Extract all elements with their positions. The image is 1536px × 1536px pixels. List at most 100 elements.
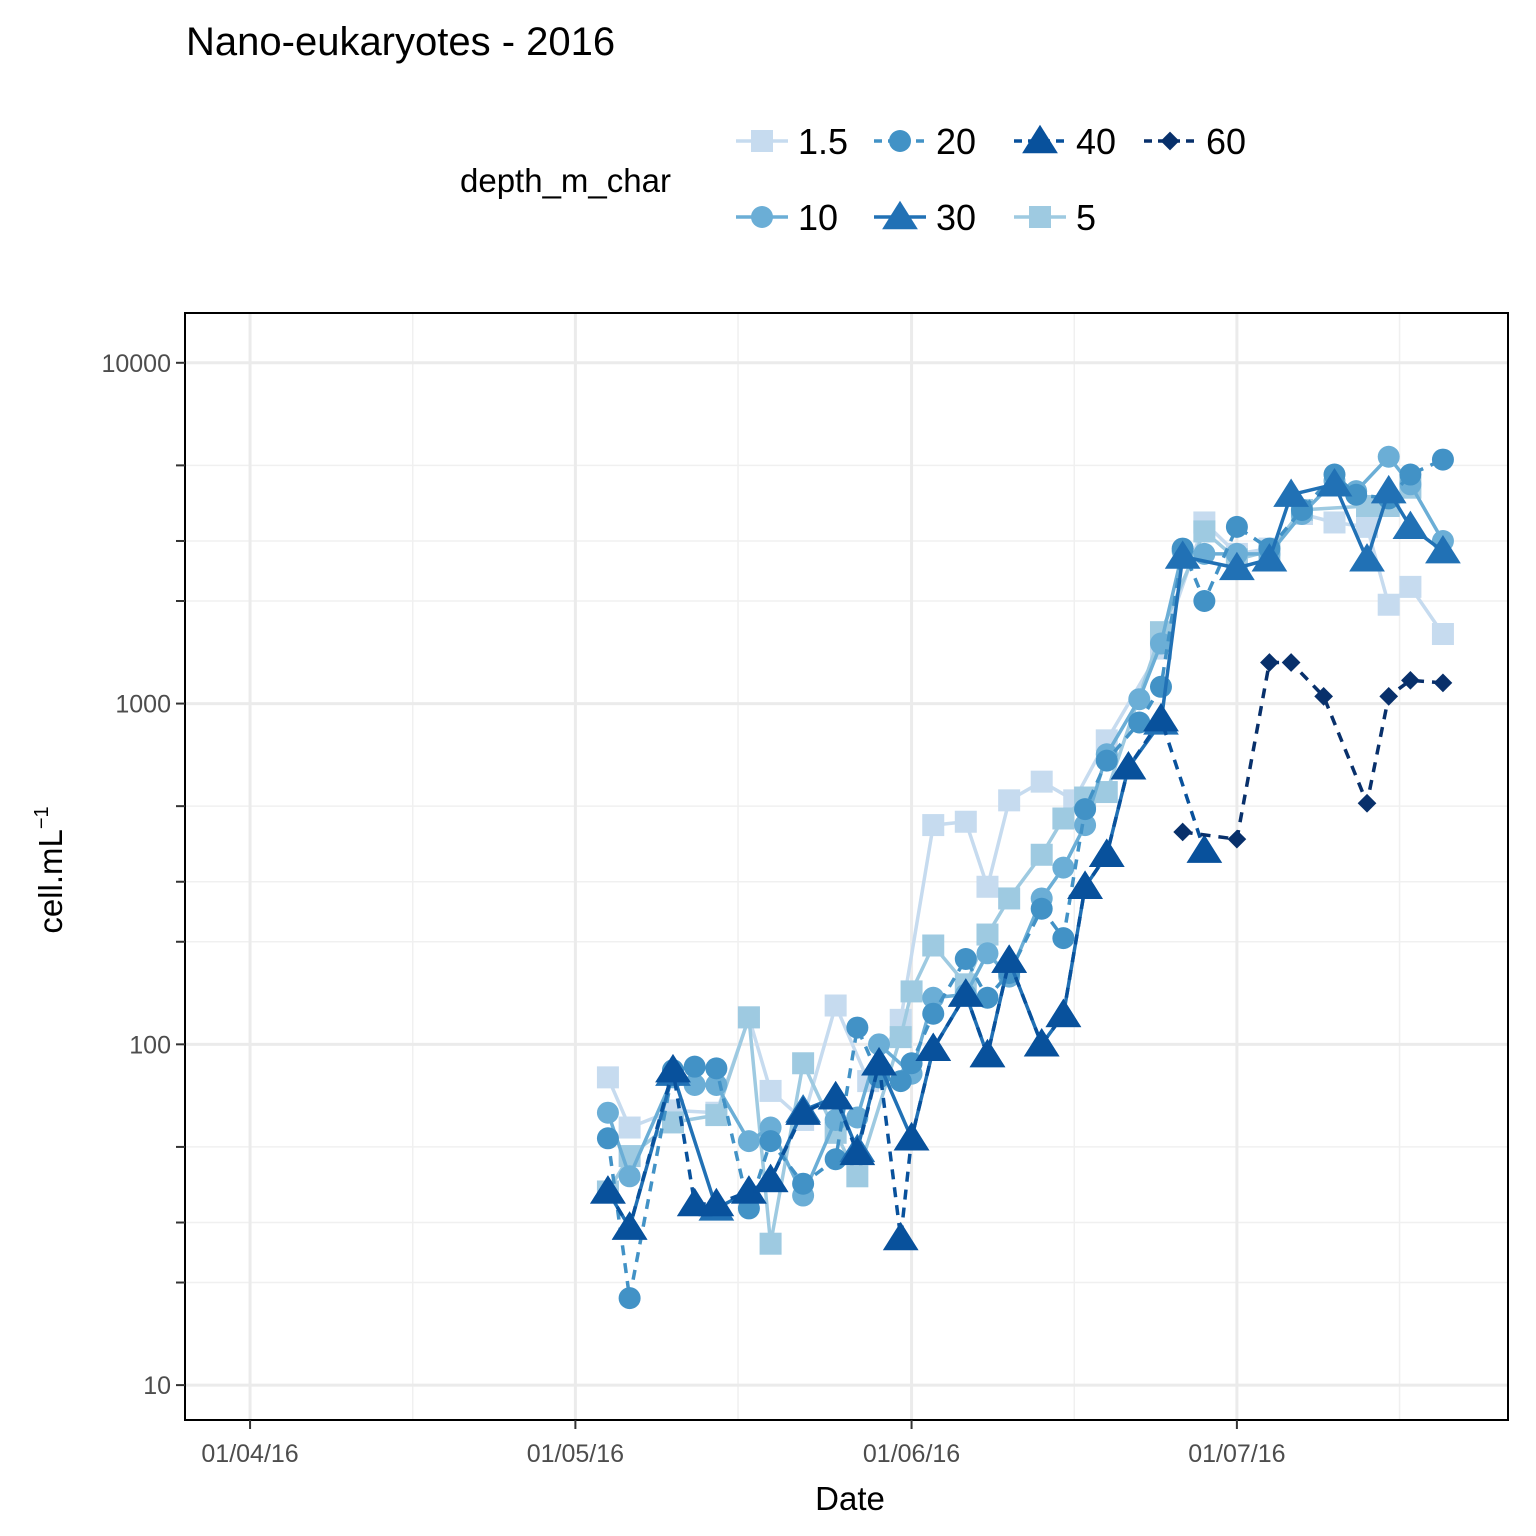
data-point: [698, 1187, 735, 1217]
data-point: [618, 1116, 641, 1139]
data-point: [1260, 653, 1279, 672]
data-point: [1045, 998, 1082, 1028]
legend-label: 1.5: [798, 121, 848, 162]
data-point: [954, 948, 977, 971]
data-point: [1173, 822, 1193, 842]
legend-label: 5: [1076, 197, 1096, 238]
data-point: [1356, 515, 1379, 538]
data-point: [846, 1165, 869, 1188]
data-point: [1379, 686, 1399, 706]
data-point: [1225, 515, 1248, 538]
data-point: [596, 1066, 619, 1089]
data-point: [1067, 870, 1103, 899]
data-point: [969, 1038, 1006, 1068]
series-layer: [590, 445, 1461, 1310]
data-point: [737, 1006, 760, 1029]
data-point: [998, 887, 1021, 910]
data-point: [882, 1221, 919, 1251]
data-point: [1052, 856, 1075, 879]
data-point: [1023, 1028, 1060, 1057]
legend-item: 40: [1014, 121, 1116, 162]
data-point: [893, 1122, 930, 1151]
data-point: [759, 1079, 782, 1102]
legend: depth_m_char 1.5 20 40 60 10 30 5: [460, 121, 1246, 238]
legend-item: 30: [874, 197, 976, 238]
data-point: [759, 1130, 782, 1153]
chart-title: Nano-eukaryotes - 2016: [186, 20, 615, 64]
x-tick-label: 01/06/16: [863, 1440, 960, 1468]
data-point: [785, 1096, 821, 1125]
data-point: [655, 1053, 691, 1083]
data-point: [590, 1175, 626, 1204]
data-point: [1349, 543, 1385, 572]
x-tick-label: 01/07/16: [1188, 1440, 1285, 1468]
data-point: [1193, 520, 1216, 543]
panel-background: [185, 313, 1508, 1420]
data-point: [792, 1172, 815, 1195]
data-point: [868, 1033, 891, 1056]
y-tick-label: 10000: [101, 350, 171, 378]
data-point: [922, 934, 945, 957]
data-point: [1128, 688, 1151, 711]
legend-item: 1.5: [736, 121, 848, 162]
data-point: [1357, 793, 1377, 813]
data-point: [976, 875, 999, 898]
data-point: [922, 814, 945, 837]
data-point: [1095, 781, 1118, 804]
data-point: [596, 1101, 619, 1124]
data-point: [922, 1002, 945, 1025]
data-point: [618, 1287, 641, 1310]
data-point: [1377, 445, 1400, 468]
data-point: [1227, 829, 1247, 849]
data-point: [705, 1104, 728, 1127]
data-point: [1399, 575, 1422, 598]
data-point: [1193, 589, 1216, 612]
data-point: [922, 986, 945, 1009]
data-point: [1273, 478, 1309, 507]
data-point: [1392, 510, 1429, 540]
data-point: [824, 994, 847, 1017]
legend-key-marker: [889, 130, 911, 152]
panel-border: [184, 312, 1509, 1421]
data-point: [1431, 623, 1454, 646]
data-point: [731, 1175, 767, 1204]
data-point: [1345, 483, 1368, 506]
data-point: [759, 1232, 782, 1255]
data-point: [705, 1057, 728, 1080]
axes: 10 100 1000 10000 01/04/16 01/05/16 01/06/16 01…: [101, 350, 1285, 1468]
data-point: [1323, 511, 1346, 534]
data-point: [1186, 834, 1223, 863]
data-point: [1030, 897, 1053, 920]
data-point: [1143, 702, 1179, 732]
data-point: [752, 1163, 789, 1193]
data-point: [861, 1047, 897, 1076]
data-point: [1401, 670, 1420, 690]
data-point: [1088, 838, 1125, 867]
data-point: [1030, 843, 1053, 866]
legend-key-marker: [882, 200, 918, 230]
data-point: [1074, 814, 1097, 837]
data-point: [661, 1111, 684, 1134]
legend-item: 10: [736, 197, 838, 238]
data-point: [1074, 798, 1097, 821]
data-point: [976, 923, 999, 946]
data-point: [1095, 749, 1118, 772]
data-point: [1052, 807, 1075, 830]
legend-label: 20: [936, 121, 976, 162]
y-tick-label: 1000: [115, 691, 171, 719]
series-60: [1173, 653, 1453, 849]
data-point: [1377, 593, 1400, 616]
legend-key-marker: [1022, 124, 1058, 154]
grid: [185, 313, 1508, 1420]
data-point: [792, 1052, 815, 1075]
data-point: [947, 978, 984, 1007]
y-tick-label: 100: [129, 1031, 171, 1059]
legend-title: depth_m_char: [460, 162, 671, 199]
data-point: [846, 1016, 869, 1039]
series-40: [590, 702, 1223, 1251]
data-point: [1399, 463, 1422, 486]
data-point: [1251, 543, 1288, 572]
legend-label: 40: [1076, 121, 1116, 162]
y-axis-label: cell.mL−1: [31, 806, 69, 933]
data-point: [1149, 675, 1172, 698]
